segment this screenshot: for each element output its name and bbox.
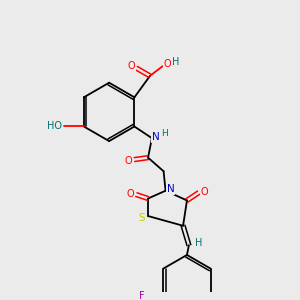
Text: H: H — [195, 238, 202, 248]
Text: O: O — [128, 61, 135, 71]
Text: N: N — [167, 184, 174, 194]
Text: S: S — [138, 213, 145, 223]
Text: F: F — [139, 291, 145, 300]
Text: N: N — [152, 132, 160, 142]
Text: O: O — [125, 156, 132, 166]
Text: O: O — [201, 187, 208, 197]
Text: O: O — [164, 59, 171, 69]
Text: HO: HO — [47, 121, 62, 130]
Text: O: O — [127, 189, 134, 199]
Text: H: H — [161, 129, 168, 138]
Text: H: H — [172, 57, 179, 67]
